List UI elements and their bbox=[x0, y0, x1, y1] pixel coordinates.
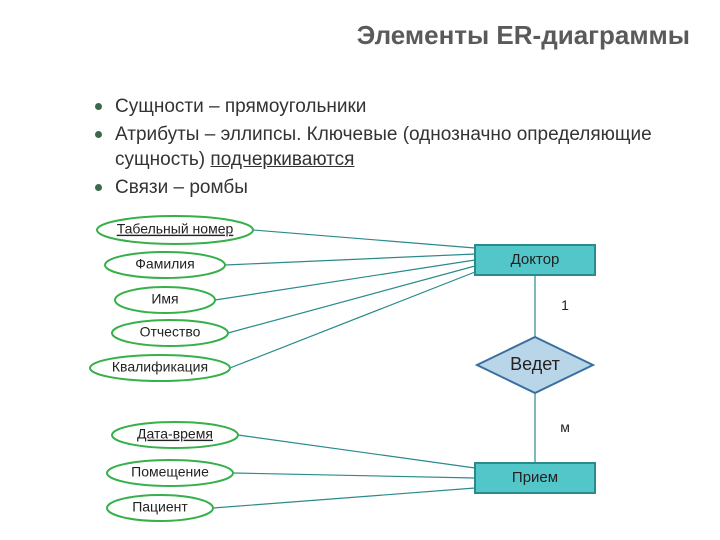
svg-text:Помещение: Помещение bbox=[131, 464, 209, 480]
svg-text:Пациент: Пациент bbox=[132, 499, 188, 515]
bullet-2: Атрибуты – эллипсы. Ключевые (однозначно… bbox=[95, 122, 680, 173]
svg-text:Квалификация: Квалификация bbox=[112, 359, 208, 375]
entity-doctor: Доктор bbox=[475, 245, 595, 275]
er-diagram: Табельный номер Фамилия Имя Отчество Квалифи… bbox=[0, 200, 720, 540]
cardinality-bottom: м bbox=[560, 419, 570, 435]
svg-text:Отчество: Отчество bbox=[140, 324, 201, 340]
relation-vedet: Ведет bbox=[477, 337, 593, 393]
bullet-list: Сущности – прямоугольники Атрибуты – элл… bbox=[55, 94, 680, 203]
entity-priem: Прием bbox=[475, 463, 595, 493]
page-title: Элементы ER-диаграммы bbox=[0, 20, 690, 51]
bullet-3: Связи – ромбы bbox=[95, 175, 680, 201]
svg-text:Ведет: Ведет bbox=[510, 354, 560, 374]
svg-text:Имя: Имя bbox=[151, 291, 178, 307]
connectors-doctor bbox=[215, 230, 475, 368]
svg-text:Табельный номер: Табельный номер bbox=[117, 221, 234, 237]
svg-text:Прием: Прием bbox=[512, 469, 558, 486]
cardinality-top: 1 bbox=[561, 297, 569, 313]
connectors-priem bbox=[213, 435, 475, 508]
svg-text:Дата-время: Дата-время bbox=[137, 426, 213, 442]
svg-text:Фамилия: Фамилия bbox=[135, 256, 194, 272]
attrs-priem: Дата-время Помещение Пациент bbox=[107, 422, 238, 521]
svg-text:Доктор: Доктор bbox=[511, 251, 560, 268]
bullet-1: Сущности – прямоугольники bbox=[95, 94, 680, 120]
